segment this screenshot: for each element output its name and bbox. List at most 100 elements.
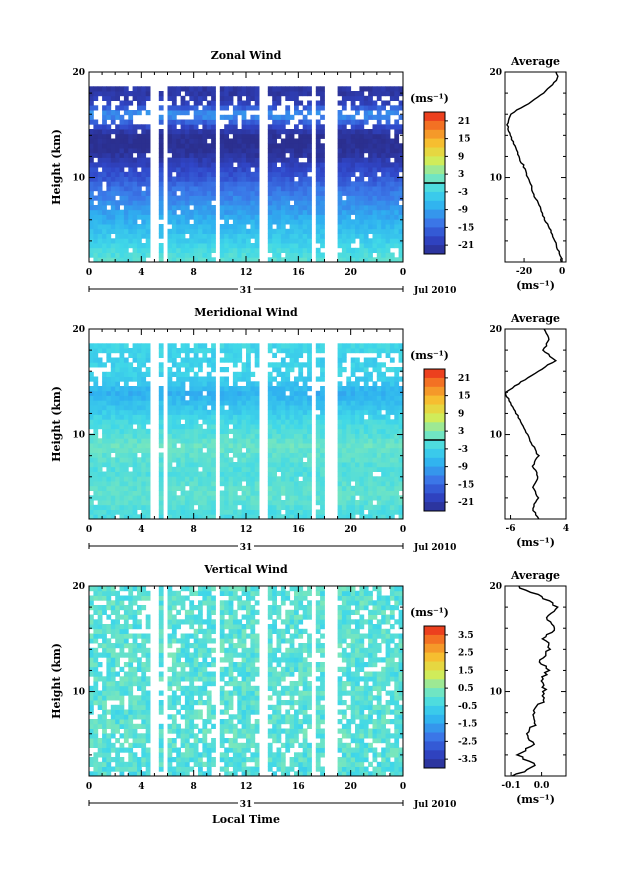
heatmap-cell	[250, 495, 256, 501]
heatmap-cell	[189, 424, 195, 430]
heatmap-cell	[145, 205, 151, 211]
heatmap-cell	[272, 509, 277, 515]
heatmap-cell	[276, 119, 282, 125]
heatmap-cell	[119, 257, 125, 263]
heatmap-cell	[145, 129, 151, 135]
heatmap-cell	[110, 176, 116, 182]
heatmap-cell	[145, 619, 151, 625]
heatmap-cell	[145, 219, 151, 225]
heatmap-cell	[128, 124, 134, 130]
heatmap-cell	[102, 719, 107, 725]
heatmap-cell	[141, 129, 147, 135]
heatmap-cell	[137, 362, 142, 368]
heatmap-cell	[119, 647, 125, 653]
heatmap-cell	[368, 362, 373, 368]
heatmap-cell	[132, 438, 138, 444]
heatmap-cell	[158, 761, 164, 767]
heatmap-cell	[232, 110, 238, 116]
heatmap-cell	[119, 766, 125, 772]
heatmap-cell	[276, 186, 282, 192]
heatmap-cell	[93, 405, 99, 411]
heatmap-cell	[241, 129, 247, 135]
heatmap-cell	[246, 148, 251, 154]
heatmap-cell	[202, 495, 208, 501]
heatmap-cell	[346, 138, 352, 144]
heatmap-cell	[145, 171, 151, 177]
heatmap-cell	[132, 681, 138, 687]
heatmap-cell	[110, 86, 116, 92]
heatmap-cell	[307, 224, 312, 230]
heatmap-cell	[180, 252, 186, 258]
heatmap-cell	[119, 119, 125, 125]
heatmap-cell	[363, 219, 369, 225]
heatmap-cell	[167, 176, 173, 182]
heatmap-cell	[132, 733, 138, 739]
heatmap-cell	[381, 124, 386, 130]
heatmap-cell	[132, 752, 138, 758]
heatmap-cell	[254, 395, 260, 401]
heatmap-cell	[285, 400, 291, 406]
heatmap-cell	[363, 400, 369, 406]
heatmap-cell	[224, 438, 229, 444]
heatmap-cell	[184, 200, 190, 206]
heatmap-cell	[289, 390, 295, 396]
heatmap-cell	[110, 504, 116, 510]
heatmap-cell	[115, 162, 120, 168]
heatmap-cell	[106, 742, 112, 748]
x-tick-label: 4	[138, 525, 144, 535]
heatmap-cell	[167, 685, 173, 691]
heatmap-cell	[110, 747, 116, 753]
heatmap-cell	[184, 162, 190, 168]
heatmap-cell	[302, 190, 308, 196]
heatmap-cell	[202, 462, 208, 468]
heatmap-cell	[123, 414, 129, 420]
heatmap-cell	[89, 509, 94, 515]
heatmap-cell	[298, 152, 304, 158]
heatmap-cell	[89, 343, 94, 349]
heatmap-cell	[106, 176, 112, 182]
heatmap-cell	[198, 471, 203, 477]
heatmap-cell	[141, 228, 147, 234]
heatmap-cell	[355, 376, 360, 382]
heatmap-cell	[137, 348, 142, 354]
heatmap-cell	[219, 214, 225, 220]
heatmap-cell	[89, 352, 94, 358]
heatmap-cell	[106, 357, 112, 363]
heatmap-cell	[232, 148, 238, 154]
heatmap-cell	[123, 176, 129, 182]
heatmap-cell	[241, 252, 247, 258]
heatmap-cell	[141, 376, 147, 382]
heatmap-cell	[346, 95, 352, 101]
heatmap-cell	[232, 190, 238, 196]
heatmap-cell	[298, 119, 304, 125]
heatmap-cell	[363, 157, 369, 163]
heatmap-cell	[346, 471, 352, 477]
heatmap-cell	[385, 471, 391, 477]
heatmap-cell	[211, 348, 216, 354]
heatmap-cell	[180, 462, 186, 468]
heatmap-cell	[110, 171, 116, 177]
heatmap-cell	[123, 405, 129, 411]
heatmap-cell	[106, 257, 112, 263]
heatmap-cell	[237, 443, 243, 449]
heatmap-cell	[346, 214, 352, 220]
heatmap-cell	[206, 209, 212, 215]
heatmap-cell	[232, 476, 238, 482]
heatmap-cell	[198, 462, 203, 468]
heatmap-cell	[228, 228, 234, 234]
heatmap-cell	[141, 424, 147, 430]
heatmap-cell	[97, 704, 103, 710]
heatmap-cell	[276, 171, 282, 177]
heatmap-cell	[93, 352, 99, 358]
heatmap-cell	[141, 95, 147, 101]
heatmap-cell	[132, 633, 138, 639]
heatmap-cell	[372, 447, 378, 453]
heatmap-cell	[171, 471, 177, 477]
heatmap-cell	[137, 609, 142, 615]
heatmap-cell	[132, 428, 138, 434]
heatmap-cell	[202, 381, 208, 387]
heatmap-cell	[106, 167, 112, 173]
heatmap-cell	[97, 495, 103, 501]
heatmap-cell	[93, 605, 99, 611]
heatmap-cell	[141, 462, 147, 468]
